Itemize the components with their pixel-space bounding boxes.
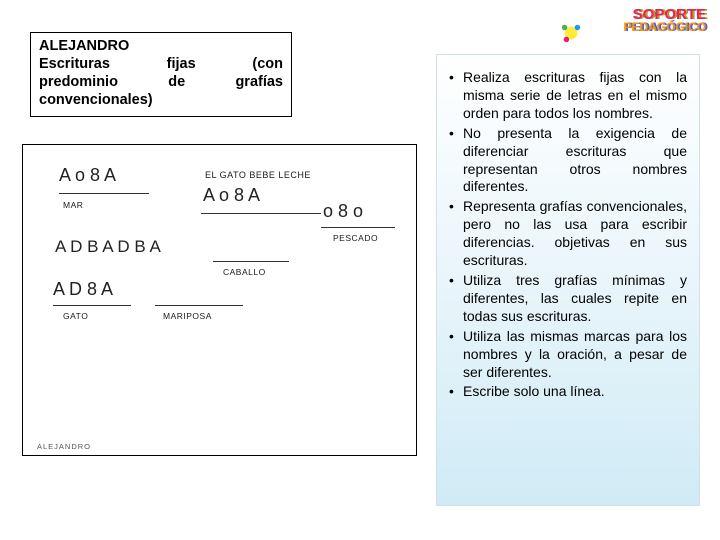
- list-item: Escribe solo una línea.: [445, 383, 687, 401]
- sample-author: ALEJANDRO: [37, 442, 91, 451]
- hw-2: A o 8 A: [203, 185, 260, 206]
- uline-5b: [155, 305, 243, 306]
- characteristics-panel: Realiza escrituras fijas con la misma se…: [436, 54, 700, 506]
- hw-3: o 8 o: [323, 201, 363, 222]
- paint-splash-icon: [560, 22, 582, 44]
- list-item: Representa grafías convencionales, pero …: [445, 198, 687, 270]
- uline-5a: [53, 305, 131, 306]
- title-r4: convencionales): [39, 91, 283, 109]
- cap-mar: MAR: [63, 200, 83, 210]
- title-r2c: (con: [252, 55, 283, 73]
- title-r3a: predominio: [39, 73, 118, 91]
- uline-1: [59, 193, 149, 194]
- list-item: Utiliza tres grafías mínimas y diferente…: [445, 272, 687, 326]
- cap-mariposa: MARIPOSA: [163, 311, 212, 321]
- brand-logo: SOPORTE PEDAGÓGICO: [576, 8, 706, 50]
- title-r3c: grafías: [235, 73, 283, 91]
- list-item: Realiza escrituras fijas con la misma se…: [445, 69, 687, 123]
- characteristics-list: Realiza escrituras fijas con la misma se…: [445, 69, 687, 401]
- title-box: ALEJANDRO Escrituras fijas (con predomin…: [30, 32, 292, 117]
- student-name: ALEJANDRO: [39, 37, 283, 55]
- list-item: Utiliza las mismas marcas para los nombr…: [445, 328, 687, 382]
- uline-3: [321, 227, 395, 228]
- list-item: No presenta la exigencia de diferenciar …: [445, 125, 687, 197]
- cap-caballo: CABALLO: [223, 267, 266, 277]
- hw-1: A o 8 A: [59, 165, 116, 186]
- cap-gato: GATO: [63, 311, 88, 321]
- title-r2a: Escrituras: [39, 55, 110, 73]
- hw-5: A D 8 A: [53, 279, 113, 300]
- writing-sample: A o 8 A MAR EL GATO BEBE LECHE A o 8 A o…: [22, 144, 417, 456]
- hw-4: A D B A D B A: [55, 237, 161, 257]
- uline-2: [201, 213, 321, 214]
- title-r3b: de: [168, 73, 185, 91]
- cap-pescado: PESCADO: [333, 233, 378, 243]
- title-r2b: fijas: [167, 55, 196, 73]
- cap-sentence: EL GATO BEBE LECHE: [205, 170, 311, 180]
- logo-line2: PEDAGÓGICO: [576, 22, 706, 33]
- uline-4: [213, 261, 289, 262]
